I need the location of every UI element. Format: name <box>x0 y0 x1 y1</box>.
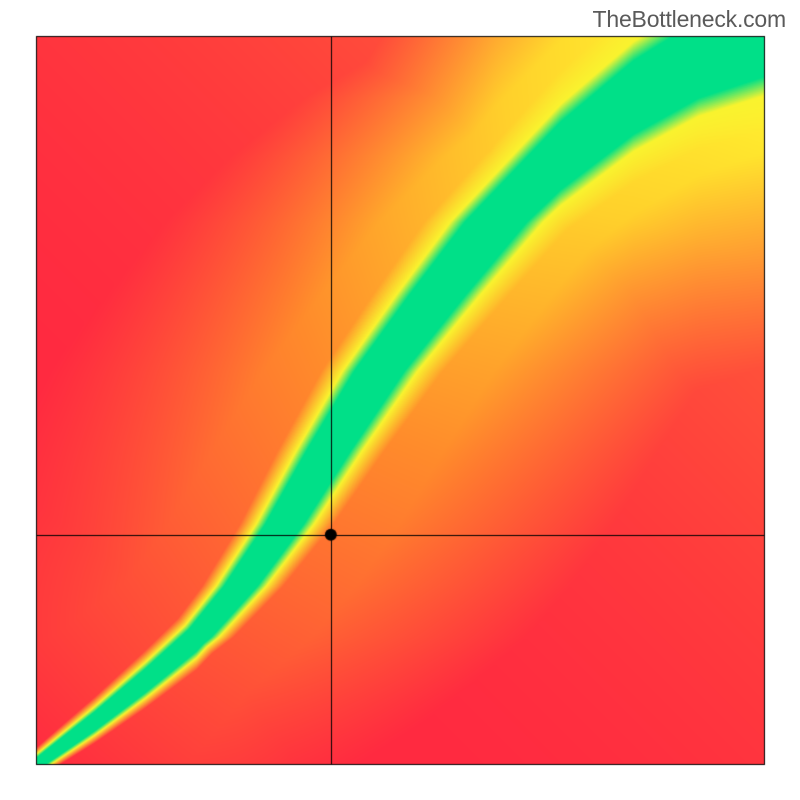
watermark: TheBottleneck.com <box>593 6 786 33</box>
bottleneck-heatmap <box>0 0 800 800</box>
